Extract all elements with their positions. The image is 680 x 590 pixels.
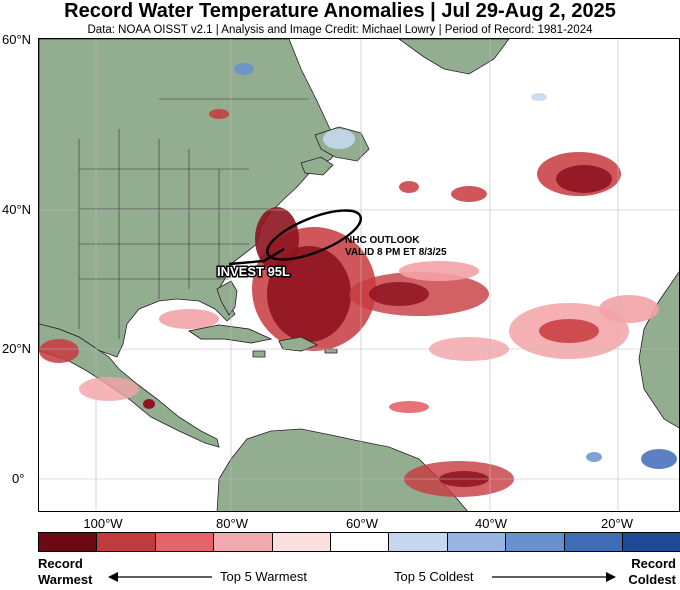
colorbar-swatch-6 <box>389 533 448 551</box>
colorbar-swatch-5 <box>330 533 390 551</box>
lon-label-40w: 40°W <box>475 516 507 531</box>
colorbar-swatch-7 <box>447 533 507 551</box>
lat-label-60n: 60°N <box>2 32 32 47</box>
nova-scotia-land <box>300 156 334 176</box>
colorbar-swatch-4 <box>272 533 331 551</box>
state-borders <box>78 98 309 339</box>
nhc-outlook-area <box>266 209 362 261</box>
legend-top5-coldest: Top 5 Coldest <box>394 569 474 584</box>
colorbar-swatch-1 <box>97 533 156 551</box>
colorbar-swatch-2 <box>155 533 215 551</box>
anomaly-blobs <box>39 63 677 497</box>
colorbar <box>38 532 680 552</box>
lon-label-60w: 60°W <box>346 516 378 531</box>
lon-label-20w: 20°W <box>601 516 633 531</box>
legend-coldest-label: Coldest <box>628 572 676 587</box>
lon-label-100w: 100°W <box>83 516 123 531</box>
colorbar-swatch-9 <box>564 533 623 551</box>
right-arrow-icon <box>492 572 616 582</box>
jamaica-land <box>252 350 266 358</box>
left-arrow-icon <box>108 572 212 582</box>
page-subtitle: Data: NOAA OISST v2.1 | Analysis and Ima… <box>87 24 593 36</box>
lat-label-20n: 20°N <box>2 341 32 356</box>
lat-label-40n: 40°N <box>2 202 32 217</box>
colorbar-swatch-3 <box>214 533 273 551</box>
legend-record-label-right: Record <box>631 556 676 571</box>
page-title: Record Water Temperature Anomalies | Jul… <box>64 0 616 22</box>
south-america-land <box>216 428 468 511</box>
legend-top5-warmest: Top 5 Warmest <box>220 569 307 584</box>
graticule <box>39 39 679 511</box>
colorbar-swatch-8 <box>506 533 565 551</box>
lon-label-80w: 80°W <box>216 516 248 531</box>
nhc-outlook-label-1: NHC OUTLOOK <box>345 235 420 246</box>
invest-track-line <box>228 247 285 266</box>
colorbar-swatch-10 <box>622 533 680 551</box>
greenland-land <box>398 39 510 75</box>
legend-record-label-left: Record <box>38 556 83 571</box>
legend-warmest-label: Warmest <box>38 572 93 587</box>
lat-label-0: 0° <box>12 471 25 486</box>
invest-label: INVEST 95L <box>217 264 290 279</box>
colorbar-swatch-0 <box>39 533 98 551</box>
anomaly-map: NHC OUTLOOK VALID 8 PM ET 8/3/25 INVEST … <box>39 39 679 511</box>
nhc-outlook-label-2: VALID 8 PM ET 8/3/25 <box>345 247 447 258</box>
map-panel[interactable]: NHC OUTLOOK VALID 8 PM ET 8/3/25 INVEST … <box>38 38 680 512</box>
